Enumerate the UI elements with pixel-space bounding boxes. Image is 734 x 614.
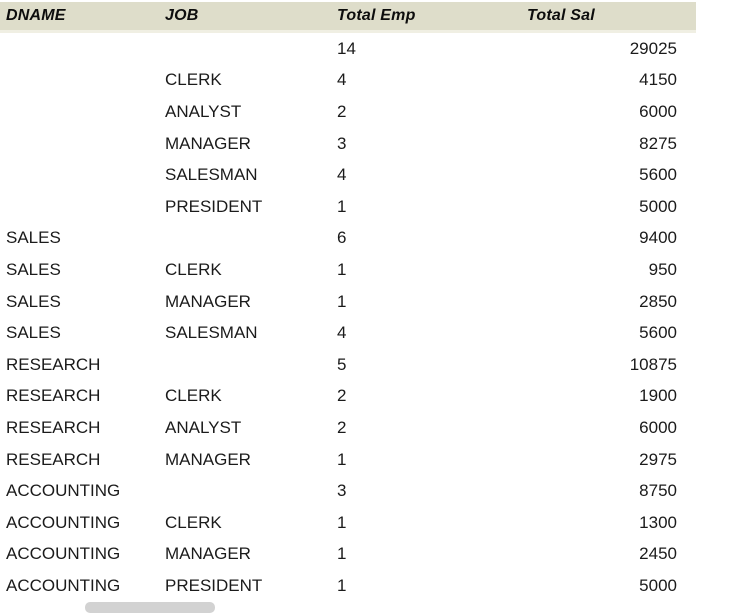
cell-job[interactable]: MANAGER [165, 133, 251, 153]
cell-total-sal[interactable]: 6000 [639, 101, 677, 121]
cell-job[interactable]: CLERK [165, 259, 222, 279]
cell-dname[interactable]: RESEARCH [6, 449, 101, 469]
table-row[interactable]: CLERK 4 4150 [0, 64, 690, 97]
grid-header-row: DNAME JOB Total Emp Total Sal [0, 2, 696, 33]
table-row[interactable]: ACCOUNTING PRESIDENT 1 5000 [0, 570, 690, 602]
table-row[interactable]: SALESMAN 4 5600 [0, 159, 690, 191]
cell-total-sal[interactable]: 5000 [639, 196, 677, 216]
table-row[interactable]: SALES CLERK 1 950 [0, 254, 690, 286]
cell-total-sal[interactable]: 29025 [629, 38, 677, 58]
cell-total-emp[interactable]: 5 [337, 354, 347, 374]
table-row[interactable]: RESEARCH 5 10875 [0, 348, 690, 381]
cell-job[interactable]: SALESMAN [165, 323, 258, 343]
cell-job[interactable]: SALESMAN [165, 165, 258, 185]
table-row[interactable]: ACCOUNTING CLERK 1 1300 [0, 506, 690, 539]
cell-total-emp[interactable]: 1 [337, 259, 347, 279]
cell-dname[interactable]: SALES [6, 228, 61, 248]
cell-total-emp[interactable]: 1 [337, 291, 347, 311]
cell-job[interactable]: PRESIDENT [165, 196, 263, 216]
cell-total-sal[interactable]: 5600 [639, 323, 677, 343]
cell-total-emp[interactable]: 1 [337, 449, 347, 469]
column-header-job[interactable]: JOB [165, 7, 199, 24]
column-header-total-emp[interactable]: Total Emp [337, 7, 416, 24]
cell-dname[interactable]: ACCOUNTING [6, 544, 121, 564]
table-row[interactable]: SALES SALESMAN 4 5600 [0, 317, 690, 349]
cell-total-emp[interactable]: 4 [337, 165, 347, 185]
cell-job[interactable]: PRESIDENT [165, 575, 263, 595]
cell-total-sal[interactable]: 1900 [639, 386, 677, 406]
table-row[interactable]: ANALYST 2 6000 [0, 96, 690, 128]
table-row[interactable]: MANAGER 3 8275 [0, 127, 690, 160]
table-row[interactable]: RESEARCH ANALYST 2 6000 [0, 412, 690, 444]
cell-job[interactable]: MANAGER [165, 291, 251, 311]
cell-total-emp[interactable]: 3 [337, 133, 347, 153]
cell-total-sal[interactable]: 950 [648, 259, 677, 279]
cell-total-emp[interactable]: 2 [337, 101, 347, 121]
table-row[interactable]: SALES MANAGER 1 2850 [0, 285, 690, 318]
cell-total-sal[interactable]: 8750 [639, 481, 677, 501]
column-header-total-sal[interactable]: Total Sal [527, 7, 595, 24]
table-row[interactable]: ACCOUNTING 3 8750 [0, 475, 690, 507]
cell-dname[interactable]: RESEARCH [6, 354, 101, 374]
cell-dname[interactable]: SALES [6, 323, 61, 343]
table-row[interactable]: RESEARCH CLERK 2 1900 [0, 380, 690, 413]
cell-dname[interactable]: ACCOUNTING [6, 512, 121, 532]
cell-dname[interactable]: RESEARCH [6, 417, 101, 437]
cell-total-emp[interactable]: 6 [337, 228, 347, 248]
cell-total-sal[interactable]: 8275 [639, 133, 677, 153]
cell-total-emp[interactable]: 4 [337, 70, 347, 90]
cell-job[interactable]: CLERK [165, 512, 222, 532]
cell-total-sal[interactable]: 5000 [639, 575, 677, 595]
cell-total-emp[interactable]: 1 [337, 575, 347, 595]
cell-total-sal[interactable]: 4150 [639, 70, 677, 90]
column-header-dname[interactable]: DNAME [6, 7, 66, 24]
cell-job[interactable]: CLERK [165, 70, 222, 90]
table-row[interactable]: RESEARCH MANAGER 1 2975 [0, 443, 690, 476]
cell-total-sal[interactable]: 2975 [639, 449, 677, 469]
cell-total-emp[interactable]: 2 [337, 417, 347, 437]
cell-dname[interactable]: SALES [6, 259, 61, 279]
cell-dname[interactable]: ACCOUNTING [6, 575, 121, 595]
cell-total-emp[interactable]: 14 [337, 38, 356, 58]
cell-total-sal[interactable]: 5600 [639, 165, 677, 185]
cell-total-emp[interactable]: 1 [337, 544, 347, 564]
cell-total-sal[interactable]: 2850 [639, 291, 677, 311]
cell-dname[interactable]: ACCOUNTING [6, 481, 121, 501]
cell-dname[interactable]: RESEARCH [6, 386, 101, 406]
table-row[interactable]: PRESIDENT 1 5000 [0, 190, 690, 223]
cell-total-sal[interactable]: 1300 [639, 512, 677, 532]
cell-total-emp[interactable]: 3 [337, 481, 347, 501]
horizontal-scrollbar-thumb[interactable] [85, 602, 215, 613]
cell-total-emp[interactable]: 1 [337, 196, 347, 216]
cell-job[interactable]: CLERK [165, 386, 222, 406]
table-row[interactable]: ACCOUNTING MANAGER 1 2450 [0, 538, 690, 571]
cell-job[interactable]: ANALYST [165, 101, 242, 121]
cell-total-sal[interactable]: 10875 [629, 354, 677, 374]
cell-total-emp[interactable]: 2 [337, 386, 347, 406]
cell-dname[interactable]: SALES [6, 291, 61, 311]
cell-total-sal[interactable]: 9400 [639, 228, 677, 248]
cell-job[interactable]: ANALYST [165, 417, 242, 437]
cell-total-sal[interactable]: 6000 [639, 417, 677, 437]
cell-job[interactable]: MANAGER [165, 449, 251, 469]
cell-job[interactable]: MANAGER [165, 544, 251, 564]
cell-total-sal[interactable]: 2450 [639, 544, 677, 564]
cell-total-emp[interactable]: 4 [337, 323, 347, 343]
table-row[interactable]: 14 29025 [0, 33, 690, 65]
grid-body: 14 29025 CLERK 4 4150 ANALYST 2 6000 MANAGER 3 827… [0, 33, 690, 602]
cell-total-emp[interactable]: 1 [337, 512, 347, 532]
table-row[interactable]: SALES 6 9400 [0, 222, 690, 255]
